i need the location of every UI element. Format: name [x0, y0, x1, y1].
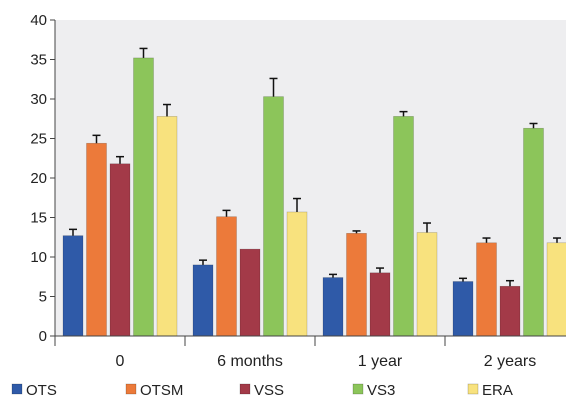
bar-ots-1 — [192, 264, 214, 337]
legend-item-vs3: VS3 — [352, 382, 395, 399]
bar-vss-1 — [239, 248, 261, 337]
bar-vss-2 — [369, 272, 391, 337]
legend-swatch — [239, 383, 251, 395]
x-category-label: 2 years — [484, 353, 536, 370]
y-tick-label: 35 — [30, 52, 47, 69]
legend-item-otsm: OTSM — [125, 382, 183, 399]
bar-vs3-1 — [263, 96, 284, 337]
bar-otsm-0 — [86, 142, 107, 337]
bar-era-1 — [286, 211, 308, 337]
x-axis: 0 6 months 1 year 2 years — [54, 335, 566, 370]
x-category-label: 0 — [116, 353, 125, 370]
legend-swatch — [125, 383, 137, 395]
x-category-label: 1 year — [358, 353, 403, 370]
bar-ots-0 — [62, 235, 84, 337]
y-tick-label: 5 — [39, 289, 47, 306]
bar-otsm-1 — [216, 216, 237, 337]
legend-label: OTS — [26, 382, 57, 399]
bar-vss-3 — [499, 285, 521, 337]
y-tick-label: 40 — [30, 12, 47, 29]
y-tick-label: 15 — [30, 210, 47, 227]
bar-ots-3 — [452, 281, 474, 337]
bar-vss-0 — [109, 163, 131, 337]
legend-label: OTSM — [140, 382, 183, 399]
y-tick-label: 20 — [30, 170, 47, 187]
y-tick-label: 10 — [30, 249, 47, 266]
bar-vs3-2 — [393, 116, 414, 337]
legend-label: ERA — [482, 382, 513, 399]
bar-era-3 — [546, 242, 566, 337]
legend-label: VSS — [254, 382, 284, 399]
bar-otsm-3 — [476, 242, 497, 337]
y-axis: 0 5 10 15 20 25 30 35 40 — [30, 12, 56, 345]
bar-vs3-3 — [523, 127, 544, 337]
bar-ots-2 — [322, 277, 344, 337]
bar-era-2 — [416, 232, 438, 337]
bar-vs3-0 — [133, 57, 154, 337]
bar-otsm-2 — [346, 233, 367, 337]
legend-label: VS3 — [367, 382, 395, 399]
legend-swatch — [11, 383, 23, 395]
legend: OTS OTSM VSS VS3 ERA — [11, 382, 513, 399]
x-category-label: 6 months — [217, 353, 283, 370]
y-tick-label: 25 — [30, 131, 47, 148]
legend-swatch — [352, 383, 364, 395]
legend-item-vss: VSS — [239, 382, 284, 399]
legend-item-era: ERA — [467, 382, 513, 399]
y-tick-label: 30 — [30, 91, 47, 108]
legend-item-ots: OTS — [11, 382, 57, 399]
legend-swatch — [467, 383, 479, 395]
bar-era-0 — [156, 116, 178, 337]
bars — [62, 47, 566, 337]
y-tick-label: 0 — [39, 328, 47, 345]
